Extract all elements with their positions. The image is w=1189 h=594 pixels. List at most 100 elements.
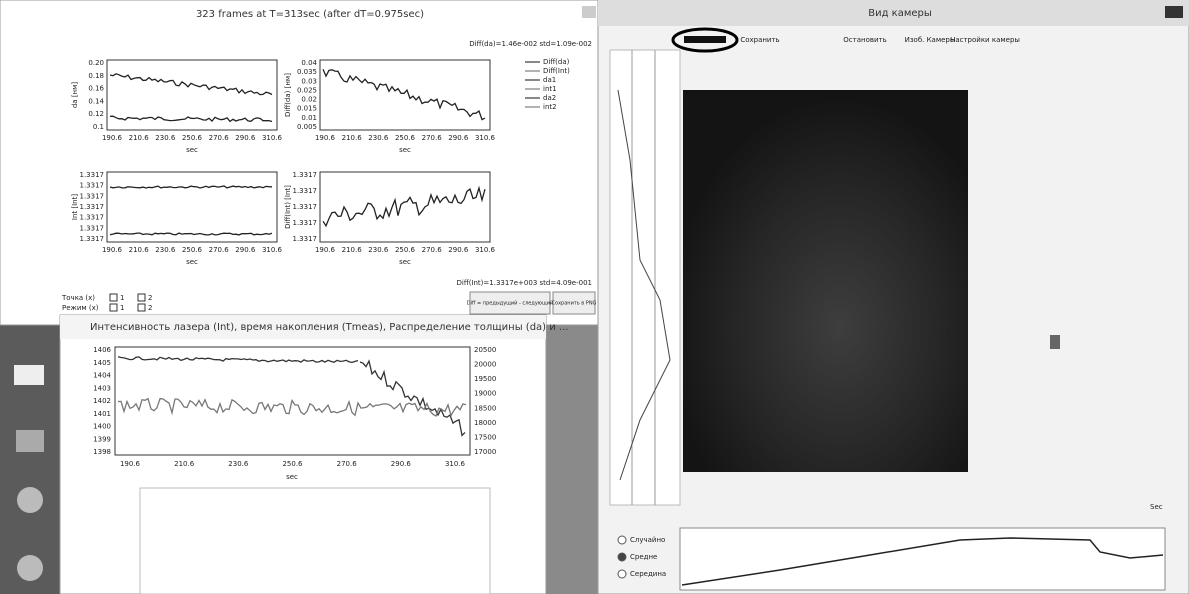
y-axis-label: Diff(da) [нм]: [284, 73, 292, 117]
field-label: Режим (x): [62, 304, 99, 312]
y-tick-label: 17000: [474, 448, 496, 456]
button-label[interactable]: Diff = предыдущий - следующий: [467, 300, 553, 307]
window-title: Вид камеры: [868, 8, 932, 19]
desktop-icon[interactable]: [17, 555, 43, 581]
y-tick-label: 0.01: [301, 114, 317, 122]
x-axis-label: sec: [186, 146, 198, 154]
y-tick-label: 18500: [474, 404, 496, 412]
active-tab[interactable]: [684, 36, 726, 43]
y-tick-label: 1.3317: [80, 203, 105, 211]
checkbox[interactable]: [137, 303, 146, 312]
y-tick-label: 20500: [474, 346, 496, 354]
y-tick-label: 0.02: [301, 96, 317, 104]
tab[interactable]: Настройки камеры: [950, 36, 1020, 44]
radio-label[interactable]: Середина: [630, 570, 666, 578]
units-dropdown[interactable]: Sec: [1150, 503, 1163, 511]
tab[interactable]: Сохранить: [740, 36, 779, 44]
x-tick-label: 290.6: [235, 246, 256, 254]
x-tick-label: 250.6: [182, 134, 203, 142]
close-button[interactable]: [582, 6, 596, 18]
y-tick-label: 0.1: [93, 123, 104, 131]
desktop-icon[interactable]: [17, 487, 43, 513]
tab[interactable]: Остановить: [843, 36, 886, 44]
curve: [117, 397, 467, 418]
curve: [359, 359, 466, 437]
title-bar: [598, 0, 1189, 26]
x-tick-label: 310.6: [475, 246, 496, 254]
button[interactable]: [552, 291, 596, 315]
y-tick-label: 1402: [93, 397, 111, 405]
close-button[interactable]: [1165, 6, 1183, 18]
curve: [322, 185, 486, 228]
radio-label[interactable]: Случайно: [630, 536, 665, 544]
y-tick-label: 1.3317: [293, 187, 318, 195]
radio-button[interactable]: [617, 552, 627, 562]
checkbox[interactable]: [137, 293, 146, 302]
x-tick-label: 270.6: [422, 246, 443, 254]
x-tick-label: 270.6: [422, 134, 443, 142]
y-tick-label: 1399: [93, 435, 111, 443]
curve: [322, 69, 486, 121]
y-tick-label: 1405: [93, 359, 111, 367]
y-tick-label: 1.3317: [293, 203, 318, 211]
y-tick-label: 20000: [474, 361, 496, 369]
curve: [109, 232, 273, 236]
desktop-icon[interactable]: [16, 430, 44, 452]
y-tick-label: 1406: [93, 346, 111, 354]
y-tick-label: 0.025: [297, 86, 317, 94]
x-tick-label: 310.6: [445, 460, 466, 468]
x-tick-label: 250.6: [395, 246, 416, 254]
x-tick-label: 270.6: [209, 246, 230, 254]
y-tick-label: 0.14: [88, 97, 104, 105]
x-tick-label: 190.6: [315, 134, 336, 142]
checkbox[interactable]: [109, 303, 118, 312]
analysis-window: [0, 0, 601, 326]
x-tick-label: 210.6: [129, 134, 150, 142]
legend-label: da2: [543, 94, 556, 102]
radio-label[interactable]: Средне: [630, 553, 657, 561]
profile-curve: [681, 537, 1164, 586]
stats-text: Diff(Int)=1.3317e+003 std=4.09e-001: [457, 279, 592, 287]
camera-spot: [1050, 335, 1060, 349]
x-tick-label: 290.6: [235, 134, 256, 142]
x-tick-label: 230.6: [368, 134, 389, 142]
y-tick-label: 1404: [93, 372, 111, 380]
checkbox[interactable]: [109, 293, 118, 302]
x-tick-label: 250.6: [182, 246, 203, 254]
y-tick-label: 0.20: [88, 59, 104, 67]
radio-button[interactable]: [617, 569, 627, 579]
camera-image: [683, 90, 968, 472]
y-tick-label: 0.035: [297, 68, 317, 76]
button[interactable]: [469, 291, 551, 315]
x-tick-label: 250.6: [282, 460, 303, 468]
y-tick-label: 0.12: [88, 110, 104, 118]
plot-frame: [106, 59, 278, 131]
y-tick-label: 1403: [93, 384, 111, 392]
legend-label: Diff(Int): [543, 67, 570, 75]
plot-frame: [319, 171, 491, 243]
y-tick-label: 19500: [474, 375, 496, 383]
y-tick-label: 18000: [474, 419, 496, 427]
tab[interactable]: Изоб. Камеры: [905, 36, 956, 44]
x-tick-label: 270.6: [209, 134, 230, 142]
x-tick-label: 210.6: [174, 460, 195, 468]
y-axis-label: Int [Int]: [71, 194, 79, 220]
x-tick-label: 230.6: [228, 460, 249, 468]
legend-label: int2: [543, 103, 557, 111]
x-axis-label: sec: [399, 258, 411, 266]
legend-label: int1: [543, 85, 557, 93]
highlight-oval: [671, 27, 739, 53]
checkbox-label: 2: [148, 304, 152, 312]
desktop-icon[interactable]: [14, 365, 44, 385]
y-tick-label: 1398: [93, 448, 111, 456]
y-tick-label: 1.3317: [80, 224, 105, 232]
y-axis-label: Diff(Int) [Int]: [284, 185, 292, 229]
empty-panel: [139, 487, 491, 594]
radio-button[interactable]: [617, 535, 627, 545]
curve: [109, 185, 273, 189]
button-label[interactable]: Сохранить в PNG: [552, 301, 597, 307]
checkbox-label: 2: [148, 294, 152, 302]
legend-label: da1: [543, 76, 556, 84]
window-title: Интенсивность лазера (Int), время накопл…: [90, 322, 568, 333]
